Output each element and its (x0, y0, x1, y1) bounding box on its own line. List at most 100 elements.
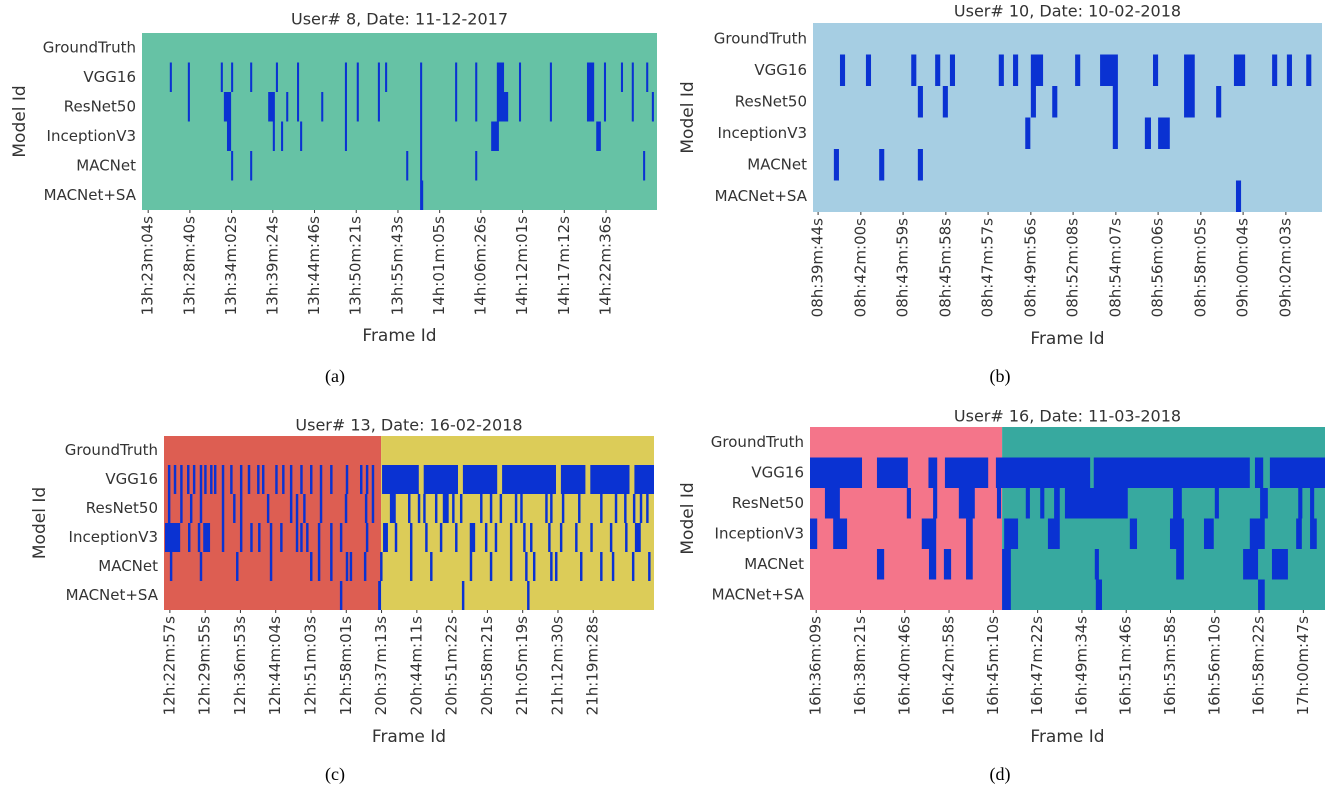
y-axis-label: Model Id (10, 85, 30, 157)
error-segment (1025, 117, 1031, 149)
row-label: GroundTruth (714, 29, 807, 47)
error-segment (833, 518, 848, 549)
error-segment (289, 465, 293, 494)
error-segment (1173, 488, 1182, 519)
error-segment (966, 549, 973, 580)
x-tick-label: 20h:58m:21s (478, 616, 496, 715)
caption: (b) (990, 366, 1011, 387)
error-segment (213, 465, 217, 494)
error-segment (321, 92, 324, 122)
error-segment (1025, 488, 1030, 519)
x-tick-label: 08h:47m:57s (979, 218, 997, 317)
class-region (164, 436, 382, 610)
error-segment (839, 54, 846, 86)
error-segment (527, 581, 530, 610)
error-segment (239, 465, 243, 494)
error-segment (545, 494, 548, 523)
row-label: MACNet+SA (66, 586, 159, 604)
error-segment (1095, 579, 1103, 610)
error-segment (1203, 518, 1214, 549)
error-segment (1184, 54, 1195, 86)
x-tick-label: 08h:54m:07s (1106, 218, 1124, 317)
error-segment (385, 62, 388, 92)
x-tick-label: 08h:58m:05s (1191, 218, 1209, 317)
error-segment (187, 465, 190, 494)
error-segment (523, 523, 526, 552)
row-label: InceptionV3 (69, 528, 158, 546)
error-segment (210, 465, 213, 494)
error-segment (631, 62, 634, 92)
error-segment (624, 494, 627, 523)
error-segment (590, 465, 630, 494)
error-segment (480, 494, 483, 523)
error-segment (590, 523, 593, 552)
error-segment (344, 494, 348, 523)
x-tick-label: 14h:06m:26s (471, 216, 489, 315)
error-segment (461, 581, 465, 610)
error-segment (559, 523, 563, 552)
error-segment (603, 92, 607, 122)
row-label: ResNet50 (86, 499, 158, 517)
error-segment (958, 488, 975, 519)
error-segment (949, 54, 956, 86)
error-segment (998, 54, 1004, 86)
error-segment (272, 121, 275, 151)
error-segment (164, 523, 181, 552)
error-segment (230, 465, 233, 494)
error-segment (1144, 117, 1151, 149)
error-segment (561, 494, 565, 523)
caption: (d) (990, 764, 1011, 785)
x-tick-label: 21h:05m:19s (513, 616, 531, 715)
error-segment (1249, 518, 1265, 549)
x-tick-label: 13h:34m:02s (222, 216, 240, 315)
error-segment (363, 552, 367, 581)
x-tick-label: 13h:39m:24s (263, 216, 281, 315)
x-tick-label: 16h:36m:09s (807, 616, 825, 715)
error-segment (408, 494, 411, 523)
row-label: VGG16 (105, 470, 158, 488)
error-segment (469, 552, 473, 581)
error-segment (475, 62, 478, 92)
x-tick-label: 12h:51m:03s (302, 616, 320, 715)
error-segment (459, 494, 463, 523)
error-segment (356, 92, 359, 122)
error-segment (310, 465, 313, 494)
error-segment (300, 121, 303, 151)
row-label: ResNet50 (64, 97, 136, 115)
error-segment (560, 465, 586, 494)
error-segment (921, 518, 937, 549)
error-segment (173, 465, 177, 494)
error-segment (371, 465, 375, 494)
error-segment (297, 62, 300, 92)
error-segment (651, 92, 654, 122)
error-segment (250, 62, 253, 92)
x-axis-label: Frame Id (1030, 727, 1104, 747)
error-segment (409, 552, 413, 581)
error-segment (646, 62, 649, 92)
row-label: MACNet+SA (715, 187, 808, 205)
error-segment (300, 523, 303, 552)
error-segment (1112, 86, 1118, 118)
x-tick-label: 08h:39m:44s (809, 218, 827, 317)
row-label: InceptionV3 (47, 127, 136, 145)
error-segment (634, 523, 641, 552)
error-segment (394, 523, 398, 552)
error-segment (865, 54, 872, 86)
error-segment (933, 488, 938, 519)
x-tick-label: 16h:58m:22s (1250, 616, 1268, 715)
row-label: ResNet50 (735, 92, 807, 110)
error-segment (549, 92, 552, 122)
x-tick-label: 08h:43m:59s (894, 218, 912, 317)
x-axis-label: Frame Id (362, 326, 436, 346)
error-segment (275, 465, 278, 494)
caption: (c) (325, 764, 345, 785)
error-segment (509, 552, 513, 581)
error-segment (239, 494, 243, 523)
error-segment (1112, 117, 1118, 149)
error-segment (1093, 457, 1250, 488)
x-tick-label: 13h:23m:04s (139, 216, 157, 315)
x-tick-label: 21h:19m:28s (584, 616, 602, 715)
error-segment (420, 62, 423, 92)
